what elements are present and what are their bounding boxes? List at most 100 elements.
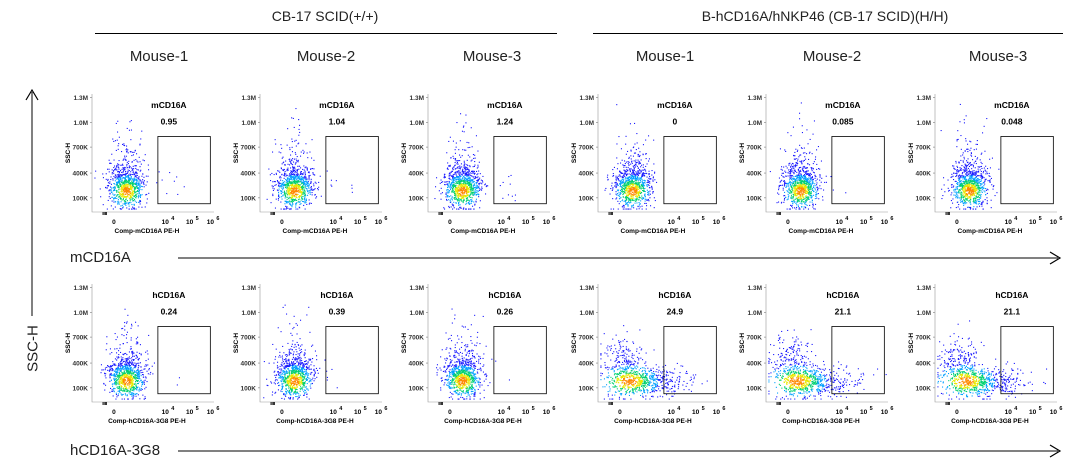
event-point bbox=[304, 195, 306, 197]
event-point bbox=[300, 190, 302, 192]
event-point bbox=[459, 206, 461, 208]
event-point bbox=[644, 202, 646, 204]
event-point bbox=[462, 172, 464, 174]
event-point bbox=[648, 158, 650, 160]
event-point bbox=[130, 175, 132, 177]
event-point bbox=[795, 195, 797, 197]
event-points bbox=[769, 102, 847, 210]
event-point bbox=[278, 182, 280, 184]
event-point bbox=[125, 204, 127, 206]
event-point bbox=[950, 184, 952, 186]
event-point bbox=[792, 175, 794, 177]
event-point bbox=[305, 177, 307, 179]
x-tick-label: 10 bbox=[498, 219, 506, 226]
event-point bbox=[450, 206, 452, 208]
event-point bbox=[809, 182, 811, 184]
event-point bbox=[809, 204, 811, 206]
event-point bbox=[797, 162, 799, 164]
event-point bbox=[654, 171, 656, 173]
event-point bbox=[633, 200, 635, 202]
event-point bbox=[121, 195, 123, 197]
event-point bbox=[459, 174, 461, 176]
y-axis-title: SSC-H bbox=[401, 143, 408, 164]
event-point bbox=[467, 184, 469, 186]
event-point bbox=[115, 167, 117, 169]
event-point bbox=[118, 143, 120, 145]
event-point bbox=[961, 187, 963, 189]
event-point bbox=[308, 171, 310, 173]
event-point bbox=[126, 151, 128, 153]
event-point bbox=[115, 176, 117, 178]
event-point bbox=[272, 181, 274, 183]
event-point bbox=[466, 189, 468, 191]
event-point bbox=[126, 185, 128, 187]
event-point bbox=[449, 172, 451, 174]
event-point bbox=[114, 196, 116, 198]
event-point bbox=[130, 192, 132, 194]
event-point bbox=[132, 194, 134, 196]
event-point bbox=[790, 175, 792, 177]
event-point bbox=[292, 193, 294, 195]
event-point bbox=[628, 191, 630, 193]
event-point bbox=[798, 196, 800, 198]
event-point bbox=[469, 187, 471, 189]
event-point bbox=[951, 184, 953, 186]
event-point bbox=[285, 184, 287, 186]
event-point bbox=[138, 180, 140, 182]
event-point bbox=[809, 201, 811, 203]
mouse-label: Mouse-2 bbox=[802, 48, 862, 65]
event-point bbox=[644, 193, 646, 195]
event-point bbox=[630, 163, 632, 165]
event-point bbox=[111, 169, 113, 171]
event-point bbox=[793, 173, 795, 175]
event-point bbox=[292, 177, 294, 179]
event-point bbox=[476, 170, 478, 172]
event-point bbox=[628, 179, 630, 181]
event-point bbox=[472, 188, 474, 190]
event-point bbox=[790, 174, 792, 176]
event-point bbox=[778, 193, 780, 195]
event-point bbox=[102, 173, 104, 175]
event-point bbox=[472, 180, 474, 182]
event-point bbox=[459, 186, 461, 188]
event-point bbox=[639, 182, 641, 184]
event-point bbox=[806, 182, 808, 184]
event-point bbox=[294, 192, 296, 194]
event-point bbox=[270, 202, 272, 204]
event-point bbox=[794, 169, 796, 171]
event-point bbox=[133, 208, 135, 210]
event-point bbox=[616, 194, 618, 196]
event-point bbox=[778, 189, 780, 191]
event-point bbox=[313, 174, 315, 176]
event-point bbox=[625, 179, 627, 181]
event-point bbox=[295, 180, 297, 182]
event-point bbox=[625, 195, 627, 197]
event-point bbox=[119, 171, 121, 173]
event-point bbox=[979, 194, 981, 196]
event-point bbox=[292, 183, 294, 185]
event-point bbox=[802, 176, 804, 178]
event-point bbox=[142, 179, 144, 181]
event-point bbox=[297, 181, 299, 183]
event-point bbox=[626, 169, 628, 171]
event-point bbox=[451, 186, 453, 188]
gate-label: mCD16A bbox=[657, 100, 692, 110]
event-point bbox=[647, 181, 649, 183]
event-point bbox=[283, 184, 285, 186]
event-point bbox=[799, 188, 801, 190]
event-point bbox=[126, 188, 128, 190]
event-point bbox=[131, 189, 133, 191]
event-point bbox=[455, 146, 457, 148]
event-point bbox=[298, 128, 300, 130]
event-point bbox=[291, 201, 293, 203]
event-point bbox=[117, 145, 119, 147]
event-point bbox=[795, 191, 797, 193]
event-point bbox=[124, 184, 126, 186]
event-point bbox=[284, 200, 286, 202]
event-point bbox=[622, 182, 624, 184]
event-point bbox=[966, 166, 968, 168]
event-point bbox=[298, 184, 300, 186]
event-point bbox=[132, 180, 134, 182]
y-tick-label: 100K bbox=[240, 195, 256, 202]
event-point bbox=[963, 190, 965, 192]
